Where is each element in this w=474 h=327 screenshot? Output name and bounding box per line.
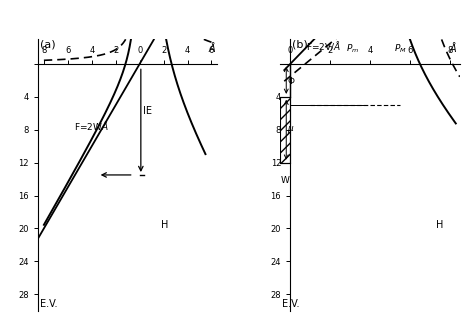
Text: $\mu$: $\mu$ [287,124,295,135]
Bar [280,97,290,163]
Text: $\Phi$: $\Phi$ [287,75,296,86]
Text: $\AA$: $\AA$ [208,40,216,54]
Text: $\AA$: $\AA$ [449,40,458,54]
Text: E.V.: E.V. [40,299,58,309]
Text: (b): (b) [292,40,308,49]
Text: (a): (a) [40,40,56,49]
Text: $P_m$: $P_m$ [346,43,359,55]
Text: H: H [436,220,443,231]
Text: H: H [161,220,169,231]
Text: E.V.: E.V. [282,299,300,309]
Text: $P_M$: $P_M$ [394,43,407,55]
Text: IE: IE [143,106,152,115]
Text: F=2V/$\AA$: F=2V/$\AA$ [306,39,341,52]
Text: F=2W$\AA$: F=2W$\AA$ [74,119,109,132]
Text: W: W [281,176,290,185]
